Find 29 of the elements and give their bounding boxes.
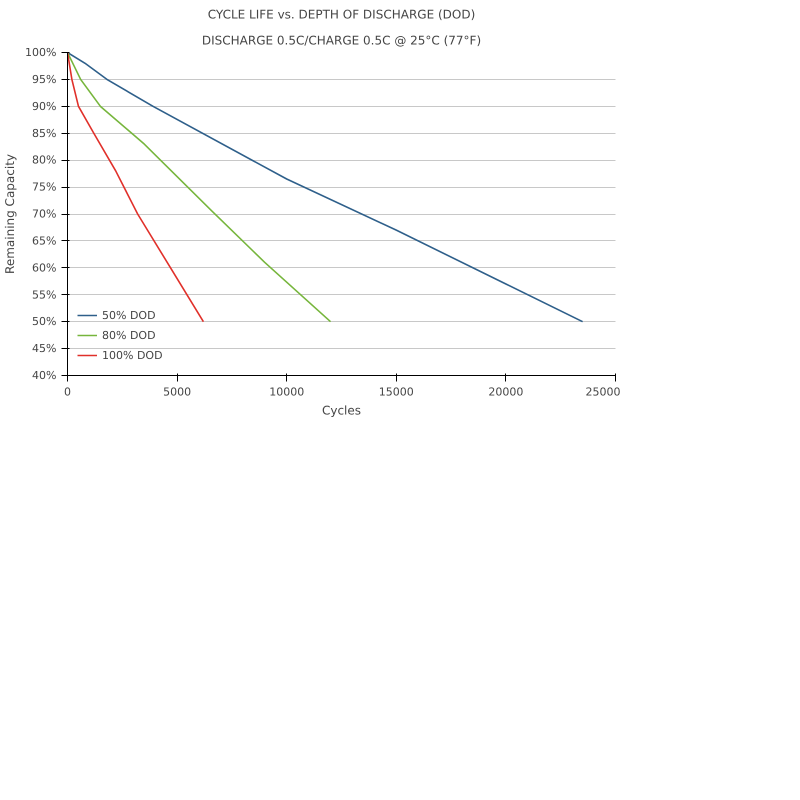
y-tick-label: 45%	[32, 342, 57, 356]
line-series	[68, 52, 204, 322]
x-tick-label: 5000	[163, 386, 192, 398]
y-tick-label: 85%	[32, 126, 57, 140]
x-tick-label: 10000	[269, 386, 304, 398]
x-axis-title: Cycles	[322, 404, 362, 418]
y-tick-label: 65%	[32, 234, 57, 248]
y-tick-label: 100%	[25, 46, 57, 59]
x-tick-label: 20000	[488, 386, 524, 398]
legend-label: 100% DOD	[102, 348, 163, 362]
line-series	[68, 52, 332, 322]
y-tick-label: 55%	[32, 288, 57, 302]
line-series	[68, 52, 584, 322]
legend-label: 50% DOD	[102, 308, 156, 322]
y-axis-title: Remaining Capacity	[3, 154, 18, 274]
y-tick-label: 90%	[32, 100, 57, 113]
chart-subtitle: DISCHARGE 0.5C/CHARGE 0.5C @ 25°C (77°F)	[202, 34, 482, 48]
y-tick-label: 50%	[32, 315, 57, 328]
y-tick-label: 75%	[32, 180, 57, 194]
y-tick-label: 40%	[32, 369, 57, 382]
x-tick-label: 15000	[378, 386, 414, 398]
y-tick-label: 80%	[32, 154, 57, 167]
x-tick-label: 0	[64, 386, 71, 398]
y-tick-label: 60%	[32, 261, 57, 274]
legend-label: 80% DOD	[102, 328, 156, 342]
chart-title: CYCLE LIFE vs. DEPTH OF DISCHARGE (DOD)	[208, 8, 476, 22]
y-tick-label: 95%	[32, 72, 57, 86]
x-tick-label: 25000	[586, 386, 621, 398]
y-tick-label: 70%	[32, 208, 57, 220]
